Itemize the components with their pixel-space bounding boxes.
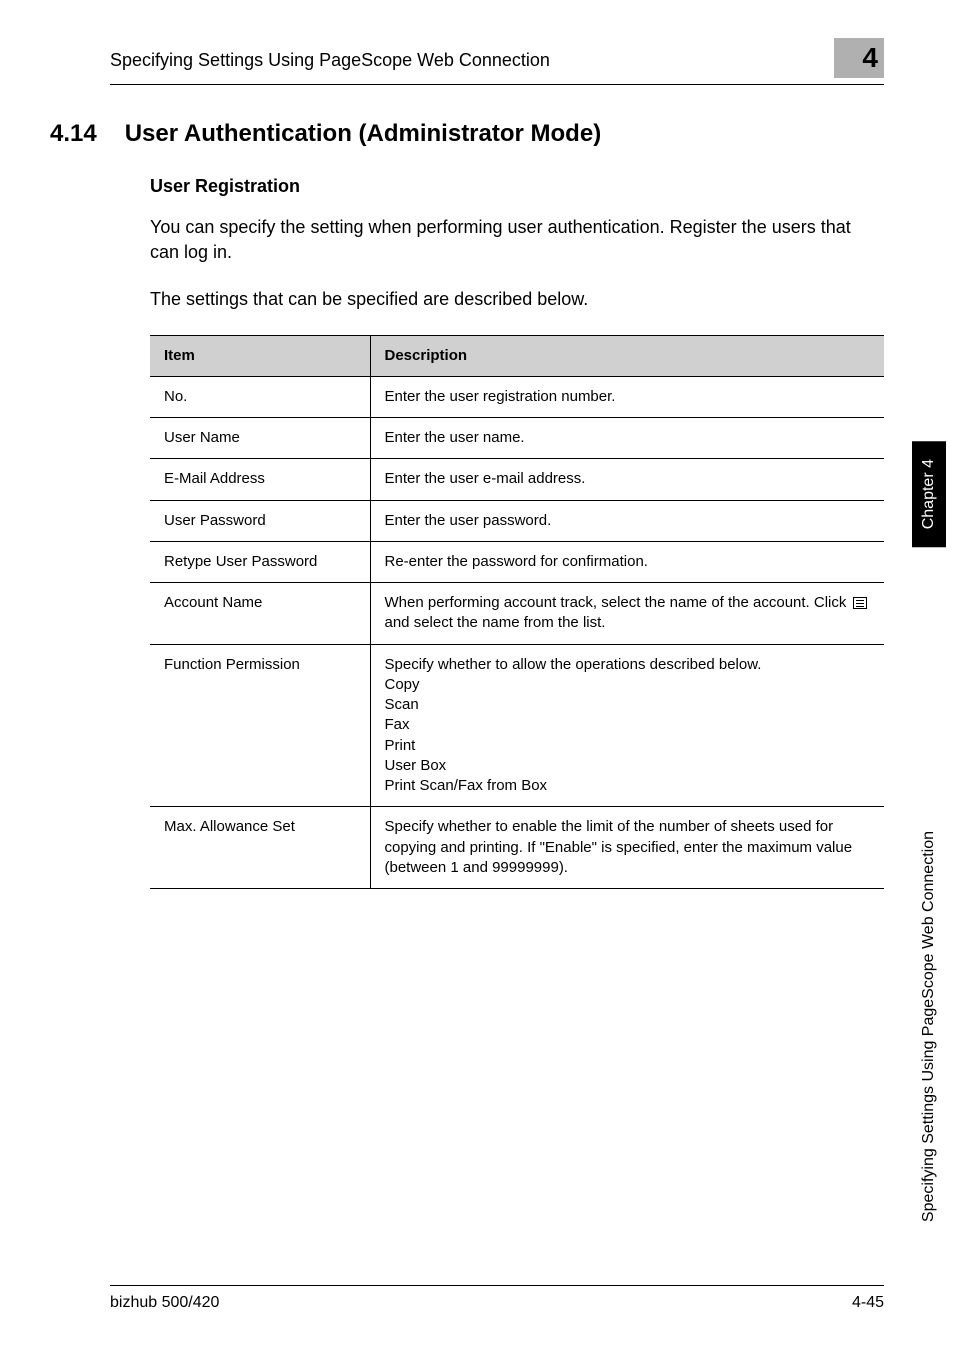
subsection-heading: User Registration bbox=[150, 176, 884, 197]
table-cell-description: When performing account track, select th… bbox=[370, 583, 884, 645]
table-cell-item: Max. Allowance Set bbox=[150, 807, 370, 889]
chapter-tab: 4 bbox=[834, 38, 884, 78]
table-cell-item: E-Mail Address bbox=[150, 459, 370, 500]
list-icon bbox=[853, 597, 867, 609]
page-footer: bizhub 500/420 4-45 bbox=[110, 1285, 884, 1312]
table-header-item: Item bbox=[150, 335, 370, 376]
table-row: User Password Enter the user password. bbox=[150, 500, 884, 541]
table-cell-description: Specify whether to allow the operations … bbox=[370, 644, 884, 807]
table-cell-description: Enter the user password. bbox=[370, 500, 884, 541]
header-title: Specifying Settings Using PageScope Web … bbox=[110, 50, 550, 71]
paragraph-1: You can specify the setting when perform… bbox=[150, 215, 884, 265]
table-row: Max. Allowance Set Specify whether to en… bbox=[150, 807, 884, 889]
table-header-row: Item Description bbox=[150, 335, 884, 376]
table-cell-item: Account Name bbox=[150, 583, 370, 645]
table-row: User Name Enter the user name. bbox=[150, 418, 884, 459]
section-number: 4.14 bbox=[50, 120, 97, 148]
table-cell-description: Enter the user e-mail address. bbox=[370, 459, 884, 500]
table-row: Retype User Password Re-enter the passwo… bbox=[150, 541, 884, 582]
table-cell-item: Retype User Password bbox=[150, 541, 370, 582]
table-row: Function Permission Specify whether to a… bbox=[150, 644, 884, 807]
side-text: Specifying Settings Using PageScope Web … bbox=[912, 551, 946, 1232]
settings-table: Item Description No. Enter the user regi… bbox=[150, 335, 884, 890]
table-cell-item: Function Permission bbox=[150, 644, 370, 807]
footer-right: 4-45 bbox=[852, 1294, 884, 1312]
table-cell-description: Enter the user registration number. bbox=[370, 376, 884, 417]
table-cell-item: No. bbox=[150, 376, 370, 417]
table-cell-description: Re-enter the password for confirmation. bbox=[370, 541, 884, 582]
table-cell-description: Enter the user name. bbox=[370, 418, 884, 459]
section-heading: 4.14User Authentication (Administrator M… bbox=[110, 120, 884, 148]
paragraph-2: The settings that can be specified are d… bbox=[150, 287, 884, 312]
desc-post: and select the name from the list. bbox=[385, 614, 606, 631]
side-label: Chapter 4 Specifying Settings Using Page… bbox=[912, 441, 946, 1232]
desc-pre: When performing account track, select th… bbox=[385, 594, 851, 611]
table-cell-item: User Password bbox=[150, 500, 370, 541]
table-row: E-Mail Address Enter the user e-mail add… bbox=[150, 459, 884, 500]
section-title: User Authentication (Administrator Mode) bbox=[125, 120, 601, 147]
table-cell-item: User Name bbox=[150, 418, 370, 459]
page-header: Specifying Settings Using PageScope Web … bbox=[110, 50, 884, 85]
table-row: No. Enter the user registration number. bbox=[150, 376, 884, 417]
table-row: Account Name When performing account tra… bbox=[150, 583, 884, 645]
side-chapter: Chapter 4 bbox=[912, 441, 946, 547]
table-cell-description: Specify whether to enable the limit of t… bbox=[370, 807, 884, 889]
table-header-description: Description bbox=[370, 335, 884, 376]
footer-left: bizhub 500/420 bbox=[110, 1294, 219, 1312]
